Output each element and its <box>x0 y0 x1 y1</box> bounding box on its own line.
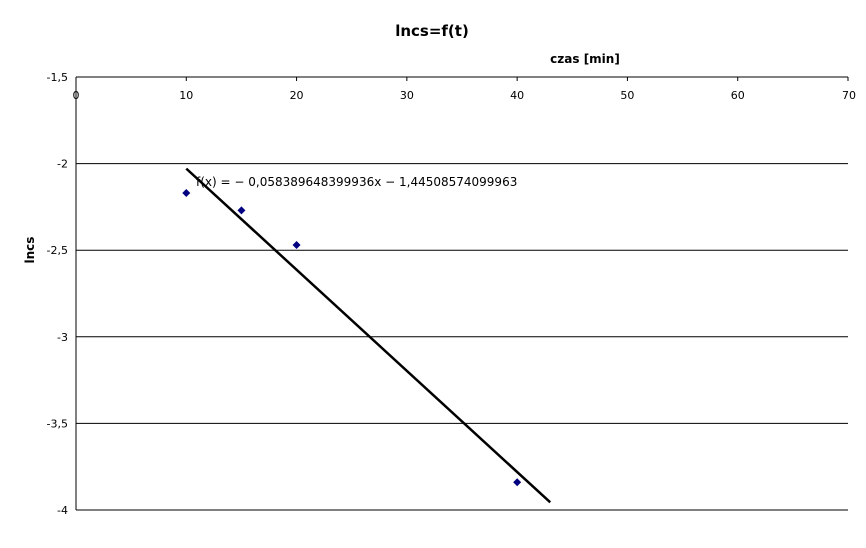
y-tick-label: -3 <box>57 331 68 344</box>
x-axis-title: czas [min] <box>550 52 620 66</box>
y-tick-label: -3,5 <box>47 417 68 430</box>
x-tick-label: 70 <box>842 89 856 102</box>
data-point <box>513 478 522 487</box>
x-tick-label: 40 <box>510 89 524 102</box>
axes <box>75 77 849 510</box>
gridlines <box>76 76 848 511</box>
y-tick-label: -2 <box>57 158 68 171</box>
y-tick-labels: -1,5 -2 -2,5 -3 -3,5 -4 <box>47 71 68 517</box>
x-tick-labels: 0 10 20 30 40 50 60 70 <box>73 89 857 102</box>
data-point <box>237 206 246 215</box>
x-tick-label: 30 <box>400 89 414 102</box>
x-tick-label: 50 <box>620 89 634 102</box>
data-points <box>182 189 522 487</box>
data-point <box>182 189 191 198</box>
chart-title: lncs=f(t) <box>395 22 469 40</box>
y-tick-label: -4 <box>57 504 68 517</box>
x-tick-label: 0 <box>73 89 80 102</box>
trendline-equation: f(x) = − 0,058389648399936x − 1,44508574… <box>196 175 517 189</box>
y-axis-title: lncs <box>23 237 37 264</box>
x-tick-label: 20 <box>290 89 304 102</box>
x-tick-label: 10 <box>179 89 193 102</box>
y-tick-label: -1,5 <box>47 71 68 84</box>
data-point <box>292 241 301 250</box>
x-tick-label: 60 <box>731 89 745 102</box>
trendline-line <box>185 167 552 504</box>
trendline <box>185 167 552 504</box>
y-tick-label: -2,5 <box>47 244 68 257</box>
